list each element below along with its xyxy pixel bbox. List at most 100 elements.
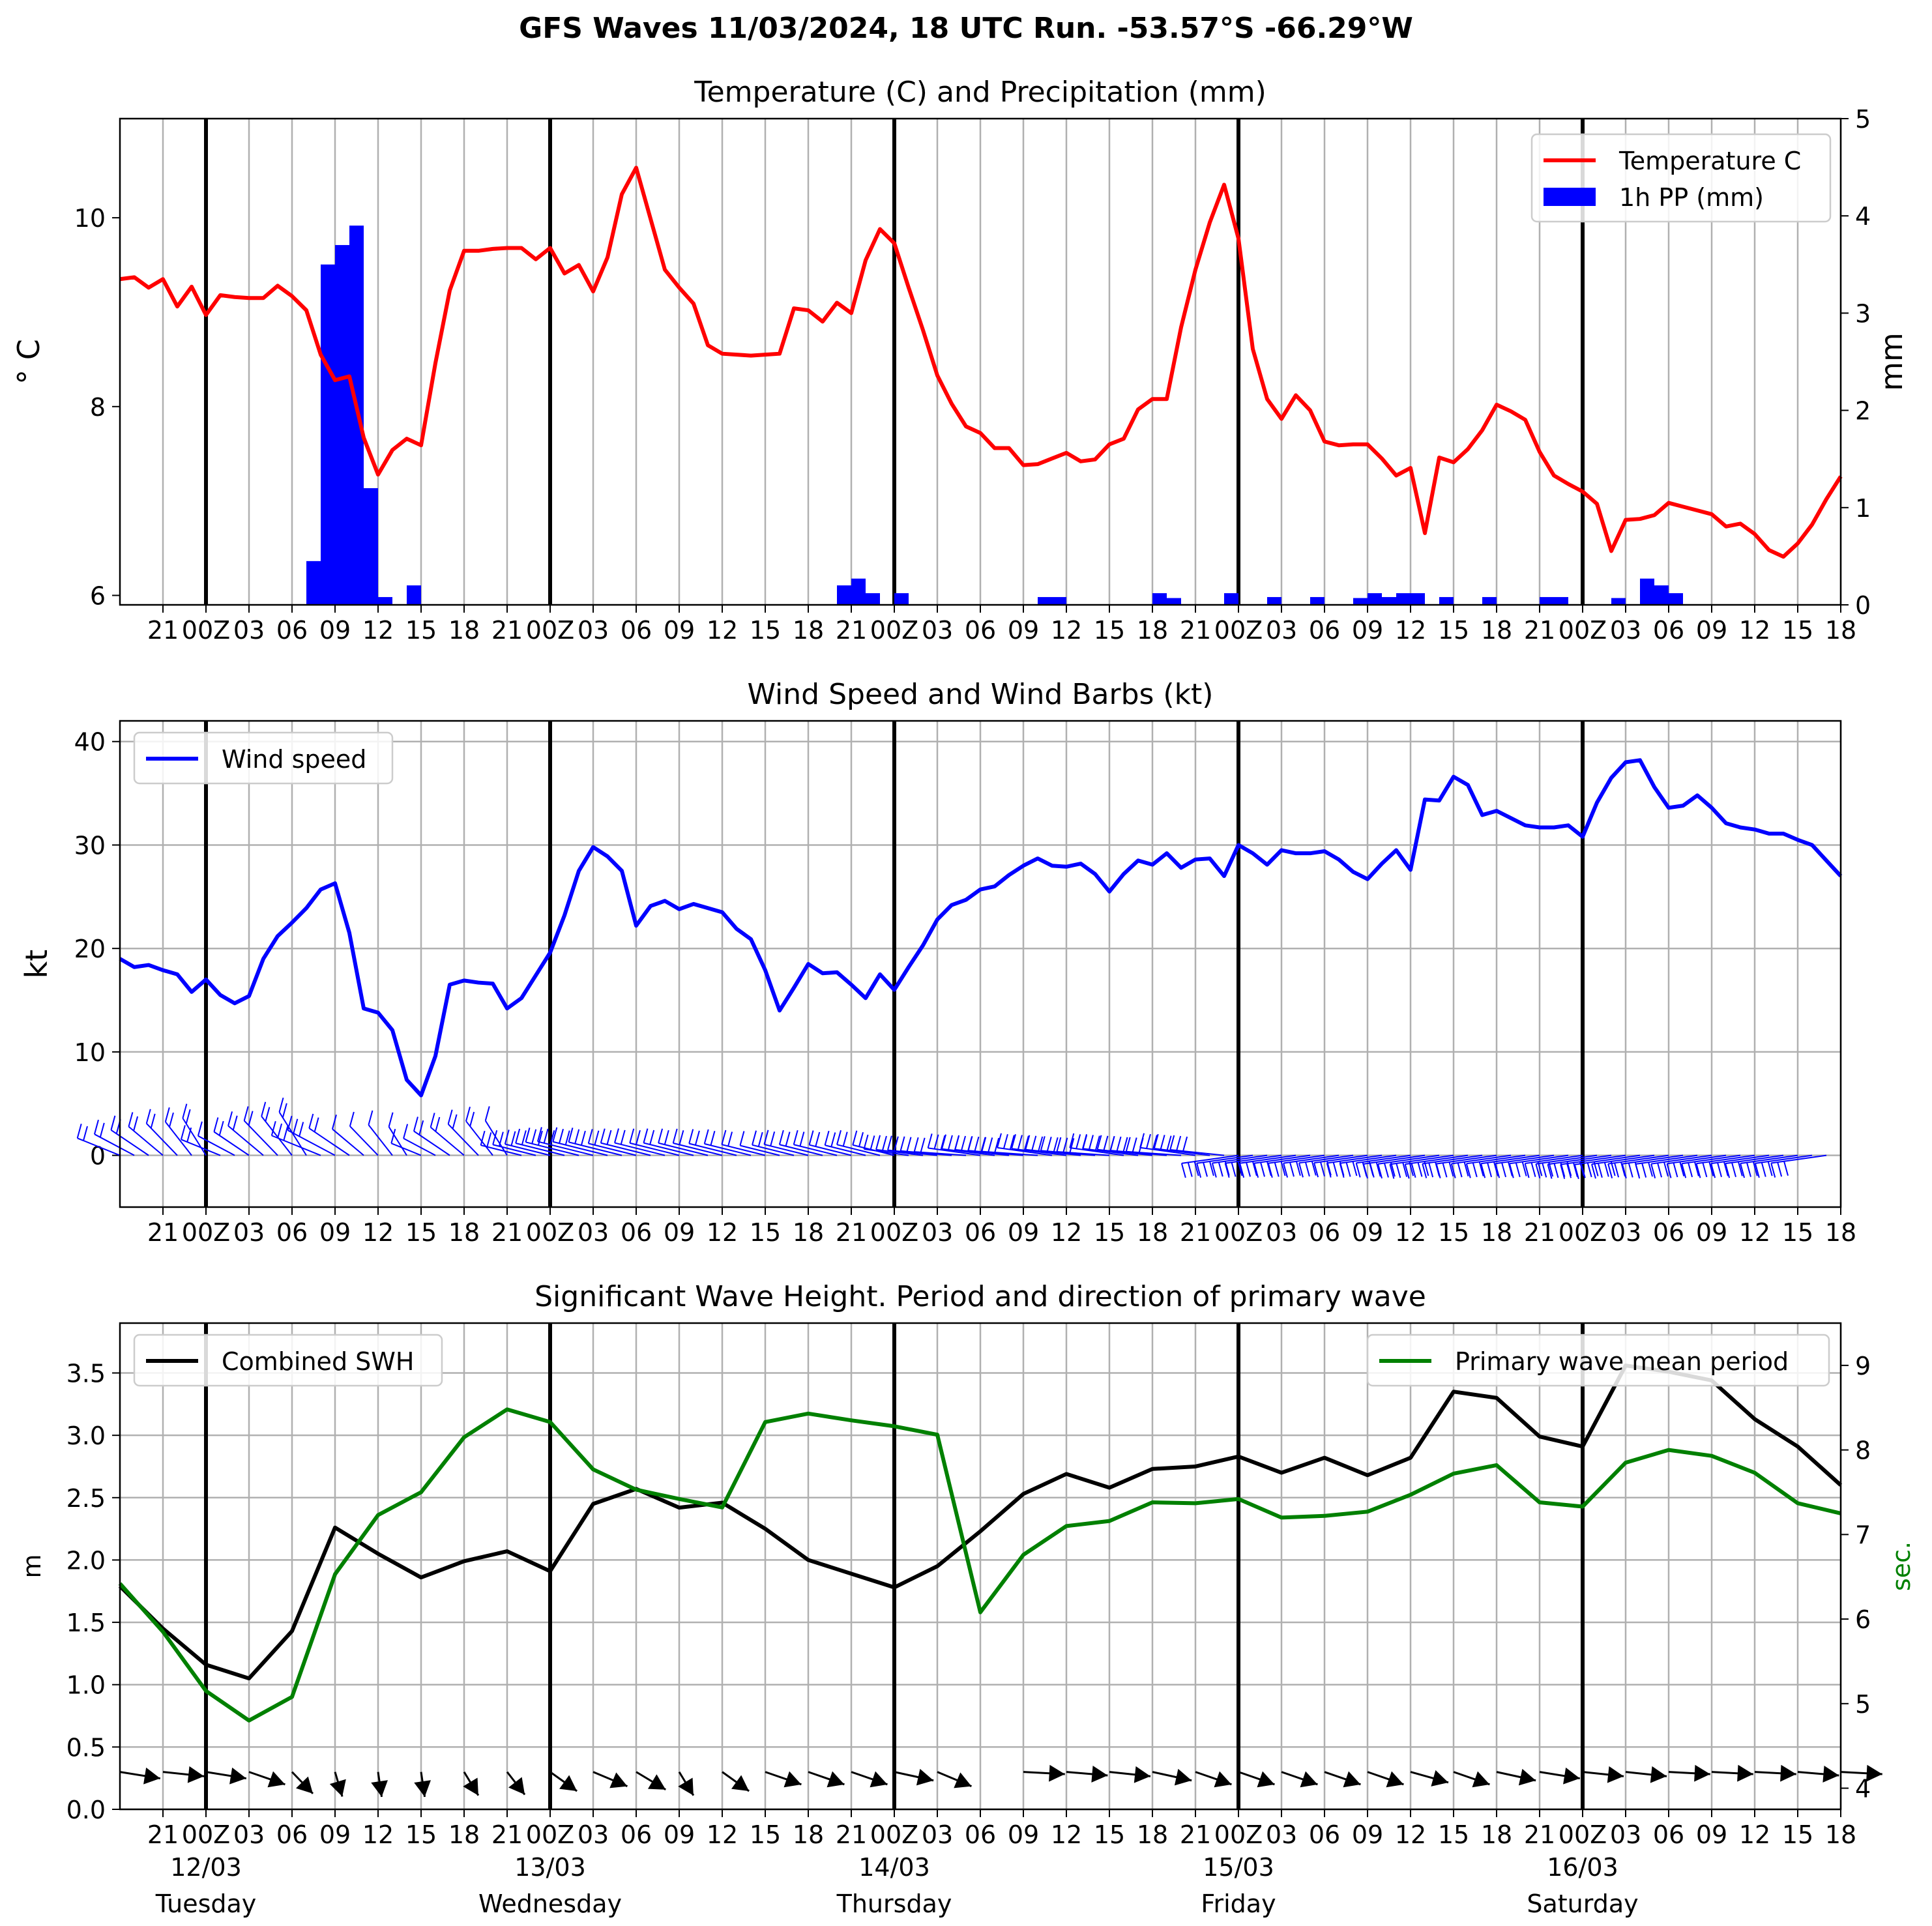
wind-barb-flag	[568, 1128, 574, 1143]
wind-barb	[1377, 1154, 1440, 1165]
panel1-xtick-label: 12	[1739, 616, 1770, 645]
legend-temp-precip-box	[1530, 133, 1832, 223]
panel2-xtick-label: 18	[1137, 1218, 1168, 1247]
wind-barb	[484, 1120, 508, 1156]
wind-barb-flag	[1650, 1163, 1656, 1178]
wind-barb-flag	[1495, 1163, 1500, 1178]
wind-barb-flag	[469, 1111, 475, 1127]
legend-temp-precip-label: Temperature C	[1618, 147, 1801, 175]
wind-barb-flag	[1166, 1135, 1172, 1150]
panel2-title: Wind Speed and Wind Barbs (kt)	[747, 678, 1214, 711]
wind-barb	[875, 1148, 924, 1156]
wind-barb	[94, 1133, 135, 1156]
wind-barb-flag	[510, 1131, 516, 1146]
wind-barb-flag	[1389, 1164, 1395, 1179]
precip-bar	[1654, 585, 1669, 605]
wind-barb	[447, 1123, 479, 1156]
wind-barb-flag	[1253, 1163, 1259, 1178]
wave-direction-arrowhead	[143, 1767, 160, 1785]
wind-barb-flag	[1369, 1163, 1375, 1178]
panel1-xtick-label: 06	[1309, 616, 1340, 645]
wind-barb-flag	[967, 1135, 973, 1151]
wind-barb-flag	[997, 1133, 1002, 1148]
wind-barb	[1525, 1154, 1583, 1165]
wind-barb	[1181, 1154, 1239, 1164]
wind-barb	[914, 1151, 967, 1156]
wind-barb-flag	[213, 1117, 219, 1132]
figure-title: GFS Waves 11/03/2024, 18 UTC Run. -53.57…	[519, 12, 1413, 45]
panel2-xtick-label: 21	[147, 1218, 179, 1247]
panel3-xtick-label: 12	[1739, 1820, 1770, 1849]
wind-barb-flag	[587, 1129, 593, 1144]
panel2-xtick-label: 15	[750, 1218, 781, 1247]
wind-barb	[1126, 1150, 1182, 1156]
wind-barb-flag	[808, 1130, 814, 1145]
panel2-xtick-label: 21	[1180, 1218, 1211, 1247]
panel1-xtick-label: 21	[836, 616, 867, 645]
wind-barb-flag	[1737, 1161, 1743, 1176]
legend-wind: Wind speed	[133, 731, 394, 785]
precip-bar	[1669, 593, 1683, 605]
wind-barb-flag	[1521, 1161, 1527, 1176]
wind-barb-flag	[1702, 1162, 1708, 1178]
wind-barb	[1547, 1154, 1612, 1165]
wind-barb	[1298, 1154, 1354, 1164]
panel1-xtick-label: 09	[1696, 616, 1727, 645]
wind-barb-flag	[947, 1135, 953, 1150]
panel1-xtick-label: 21	[147, 616, 179, 645]
wind-barb-flag	[1193, 1161, 1199, 1176]
wind-barb-flag	[1450, 1163, 1456, 1178]
wind-barb-flag	[1752, 1161, 1758, 1176]
precip-bar	[1611, 598, 1626, 605]
wind-barb-flag	[882, 1135, 887, 1151]
wind-barb	[390, 1143, 422, 1156]
wind-barb-flag	[763, 1130, 769, 1145]
wind-barb-flag	[1283, 1163, 1289, 1178]
period-line	[118, 1407, 1841, 1723]
panel1-xtick-label: 06	[276, 616, 308, 645]
panel3-xtick-label: 12	[362, 1820, 394, 1849]
wind-barb-flag	[521, 1130, 527, 1145]
wind-barb-flag	[913, 1137, 919, 1152]
wind-barb-flag	[940, 1135, 946, 1150]
panel3-xtick-label: 09	[664, 1820, 695, 1849]
panel3-ylabel: m	[18, 1554, 46, 1578]
wind-barb-flag	[727, 1131, 733, 1146]
panel1-xtick-label: 03	[578, 616, 609, 645]
wind-barb-flag	[1096, 1135, 1102, 1150]
panel3-xtick-label: 03	[1266, 1820, 1297, 1849]
wind-barb	[1755, 1154, 1813, 1164]
wind-barb	[1011, 1148, 1067, 1156]
wind-barb-flag	[447, 1109, 453, 1124]
wind-barb-flag	[858, 1131, 864, 1147]
wind-barb-flag	[1573, 1162, 1578, 1178]
panel2-ytick-label: 10	[74, 1038, 106, 1067]
precip-bar	[1439, 597, 1454, 605]
wind-barb	[271, 1135, 321, 1156]
panel3-ytick-right-label: 8	[1855, 1437, 1871, 1465]
panel3-ytick-right-label: 9	[1855, 1352, 1871, 1380]
panel1-xtick-label: 00Z	[1214, 616, 1263, 645]
wind-barb-flag	[1116, 1136, 1122, 1152]
panel1-title: Temperature (C) and Precipitation (mm)	[694, 76, 1266, 109]
wind-barb-flag	[243, 1106, 249, 1121]
panel2-xtick-label: 03	[1610, 1218, 1641, 1247]
wind-barb-flag	[1062, 1137, 1068, 1152]
wind-barb-flag	[94, 1119, 99, 1135]
wind-barb-flag	[1208, 1161, 1214, 1176]
wind-barb	[1635, 1154, 1698, 1165]
wind-barb-flag	[1524, 1163, 1530, 1178]
wind-barb	[1025, 1148, 1081, 1156]
panel3-xtick-label: 03	[922, 1820, 953, 1849]
panel2-xtick-label: 06	[1653, 1218, 1684, 1247]
wind-barb-flag	[1396, 1163, 1401, 1178]
wind-barb-flag	[1402, 1162, 1408, 1177]
panel3-xtick-label: 06	[1653, 1820, 1684, 1849]
legend-swh-label: Combined SWH	[222, 1347, 414, 1376]
wind-barb	[864, 1148, 909, 1156]
wind-barb-flag	[413, 1116, 418, 1131]
wind-barb	[1390, 1154, 1454, 1165]
panel1-ytick-label: 6	[90, 582, 106, 611]
panel2-xtick-label: 03	[1266, 1218, 1297, 1247]
panel3-xtick-label: 06	[276, 1820, 308, 1849]
